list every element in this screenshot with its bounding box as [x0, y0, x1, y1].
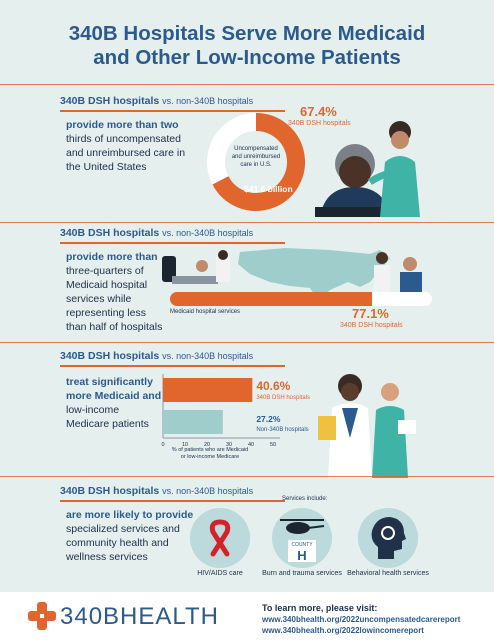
- donut-chart: [207, 113, 305, 211]
- doctors-illustration: [318, 374, 416, 478]
- donut-center-line-1: Uncompensated: [234, 146, 278, 152]
- s4-line-2: specialized services and: [66, 523, 180, 535]
- visit-label: To learn more, please visit:: [262, 603, 378, 613]
- bar-label-0: 340B DSH hospitals: [256, 395, 310, 401]
- chart-xlabel: % of patients who are Medicaid or low-in…: [160, 447, 260, 461]
- section-3-text: treat significantly more Medicaid and lo…: [66, 375, 166, 431]
- brand-logo-text: 340BHEALTH: [60, 603, 219, 630]
- donut-center-label: Uncompensated and unreimbursed care in U…: [216, 145, 296, 169]
- bar-pct-1: 27.2%: [256, 414, 281, 424]
- nurse-patient-illustration: [315, 121, 420, 217]
- x-tick-3: 30: [226, 442, 232, 448]
- s3-line-4: Medicare patients: [66, 418, 149, 430]
- bar-pct-0: 40.6%: [256, 379, 290, 393]
- title-line-2: and Other Low-Income Patients: [93, 46, 401, 69]
- section-3-head-text: 340B DSH hospitals: [60, 350, 160, 362]
- 340b-logo-icon: [28, 602, 56, 630]
- section-4-vs-text: vs. non-340B hospitals: [162, 486, 254, 496]
- divider: [0, 342, 494, 343]
- service-label-hiv: HIV/AIDS care: [197, 570, 243, 577]
- donut-value: $41.6 billion: [244, 184, 293, 194]
- donut-center-line-3: care in U.S.: [240, 162, 272, 168]
- s1-line-4: the United States: [66, 161, 147, 173]
- helicopter-icon: COUNTY H: [280, 519, 325, 563]
- section-4-heading: 340B DSH hospitals vs. non-340B hospital…: [60, 485, 253, 497]
- s2-line-3: Medicaid hospital: [66, 279, 148, 291]
- link-lowincome-report[interactable]: www.340bhealth.org/2022lowincomereport: [262, 626, 424, 635]
- page-title: 340B Hospitals Serve More Medicaid and O…: [0, 22, 494, 70]
- section-4-underline: [60, 500, 285, 502]
- doctor-patient-illustration: [374, 252, 422, 294]
- s1-line-3: and unreimbursed care in: [66, 147, 186, 159]
- helipad-h: H: [297, 548, 306, 563]
- footer: [0, 592, 494, 640]
- section-2-pct-sub: 340B DSH hospitals: [340, 322, 403, 329]
- divider: [0, 476, 494, 477]
- section-1-text: provide more than two thirds of uncompen…: [66, 118, 206, 174]
- link-uncompensated-report[interactable]: www.340bhealth.org/2022uncompensatedcare…: [262, 615, 461, 624]
- section-1-vs-text: vs. non-340B hospitals: [162, 96, 254, 106]
- section-1-underline: [60, 110, 285, 112]
- bar-1: [163, 410, 223, 434]
- x-tick-1: 10: [182, 442, 188, 448]
- divider: [0, 222, 494, 223]
- x-tick-2: 20: [204, 442, 210, 448]
- divider: [0, 84, 494, 85]
- service-label-behavioral: Behavioral health services: [347, 570, 429, 577]
- us-map-illustration: [238, 248, 390, 300]
- s2-line-6: than half of hospitals: [66, 321, 163, 333]
- hiv-aids-circle: [190, 508, 250, 568]
- section-1-heading: 340B DSH hospitals vs. non-340B hospital…: [60, 95, 253, 107]
- s2-line-5: representing less: [66, 307, 146, 319]
- section-4-text: are more likely to provide specialized s…: [66, 508, 196, 564]
- s1-line-1: provide more than two: [66, 119, 179, 131]
- s4-line-1: are more likely to provide: [66, 509, 194, 521]
- bar-label-1: Non-340B hospitals: [256, 427, 308, 433]
- s3-line-3: low-income: [66, 404, 120, 416]
- service-label-burn: Burn and trauma services: [262, 570, 342, 577]
- section-4-head-text: 340B DSH hospitals: [60, 485, 160, 497]
- patient-bed-illustration: [162, 250, 230, 284]
- bar-0: [163, 378, 253, 402]
- section-2-underline: [60, 242, 285, 244]
- s4-line-4: wellness services: [66, 551, 148, 563]
- helipad-text: COUNTY: [291, 542, 313, 548]
- section-2-heading: 340B DSH hospitals vs. non-340B hospital…: [60, 227, 253, 239]
- head-profile-icon: [371, 517, 406, 559]
- s2-line-4: services while: [66, 293, 132, 305]
- s3-line-2: more Medicaid and: [66, 390, 162, 402]
- s4-line-3: community health and: [66, 537, 169, 549]
- s3-line-1: treat significantly: [66, 376, 153, 388]
- donut-center-line-2: and unreimbursed: [231, 154, 281, 160]
- s2-line-2: three-quarters of: [66, 265, 144, 277]
- patients-bar-chart: 40.6% 340B DSH hospitals 27.2% Non-340B hos…: [161, 374, 310, 448]
- s2-line-1: provide more than: [66, 251, 158, 263]
- section-2-pct: 77.1%: [352, 306, 389, 321]
- title-line-1: 340B Hospitals Serve More Medicaid: [68, 22, 426, 45]
- section-1-pct: 67.4%: [300, 104, 337, 119]
- medicaid-bar-label: Medicaid hospital services: [170, 309, 241, 315]
- medicaid-bar-fill: [170, 292, 372, 306]
- section-2-head-text: 340B DSH hospitals: [60, 227, 160, 239]
- section-3-vs-text: vs. non-340B hospitals: [162, 351, 254, 361]
- section-3-underline: [60, 365, 285, 367]
- chart-xlabel-line-1: % of patients who are Medicaid: [171, 447, 249, 453]
- section-3-heading: 340B DSH hospitals vs. non-340B hospital…: [60, 350, 253, 362]
- donut-slice-340b: [212, 113, 305, 211]
- s1-line-2: thirds of uncompensated: [66, 133, 181, 145]
- services-heading: Services include:: [282, 496, 328, 502]
- section-1-pct-sub: 340B DSH hospitals: [288, 120, 351, 127]
- section-2-text: provide more than three-quarters of Medi…: [66, 250, 166, 334]
- x-tick-4: 40: [248, 442, 254, 448]
- section-2-vs-text: vs. non-340B hospitals: [162, 228, 254, 238]
- x-tick-0: 0: [161, 442, 164, 448]
- x-tick-5: 50: [270, 442, 276, 448]
- red-ribbon-icon: [209, 519, 231, 557]
- section-1-head-text: 340B DSH hospitals: [60, 95, 160, 107]
- chart-xlabel-line-2: or low-income Medicare: [180, 454, 240, 460]
